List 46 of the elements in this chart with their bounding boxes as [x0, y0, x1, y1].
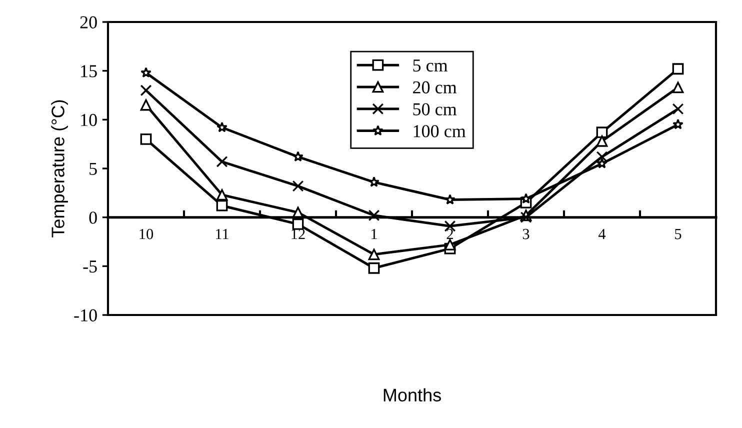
- point: [672, 82, 684, 94]
- x-tick-label: 5: [675, 229, 682, 240]
- y-tick-label: 10: [81, 114, 97, 126]
- point: [444, 194, 456, 205]
- x-tick-label: 10: [140, 228, 154, 240]
- legend-label: 100 cm: [414, 125, 466, 138]
- point: [596, 158, 608, 168]
- legend-label: 20 cm: [413, 81, 457, 94]
- point: [520, 193, 532, 204]
- legend-label: 5 cm: [413, 60, 448, 72]
- y-tick-label: -5: [83, 260, 97, 273]
- point: [292, 180, 304, 192]
- point: [672, 63, 684, 75]
- point: [596, 151, 608, 162]
- point: [596, 135, 608, 147]
- x-tick-label: 11: [216, 228, 228, 240]
- x-tick-label: 1: [372, 228, 377, 240]
- point: [368, 210, 380, 222]
- legend-label: 50 cm: [413, 103, 457, 116]
- y-tick-label: 5: [90, 162, 97, 175]
- point: [444, 238, 456, 250]
- point: [672, 103, 684, 115]
- point: [216, 122, 228, 132]
- point: [216, 189, 228, 201]
- point: [672, 118, 684, 130]
- y-tick-label: 20: [80, 16, 97, 28]
- point: [140, 67, 152, 78]
- y-tick-label: 15: [81, 65, 97, 78]
- point: [140, 99, 152, 111]
- point: [368, 176, 380, 187]
- point: [292, 151, 304, 162]
- x-axis-title: Months: [384, 388, 441, 402]
- point: [292, 218, 304, 230]
- x-tick-label: 4: [598, 228, 606, 240]
- point: [216, 156, 228, 168]
- point: [140, 84, 152, 96]
- point: [216, 200, 228, 212]
- y-tick-label: -10: [74, 309, 97, 322]
- x-tick-label: 3: [522, 228, 530, 240]
- point: [140, 134, 152, 145]
- x-tick-label: 2: [446, 228, 453, 240]
- point: [596, 126, 608, 138]
- point: [368, 262, 380, 274]
- y-axis-title: Temperature (°C): [51, 100, 68, 238]
- point: [368, 248, 380, 260]
- y-tick-label: 0: [89, 212, 97, 224]
